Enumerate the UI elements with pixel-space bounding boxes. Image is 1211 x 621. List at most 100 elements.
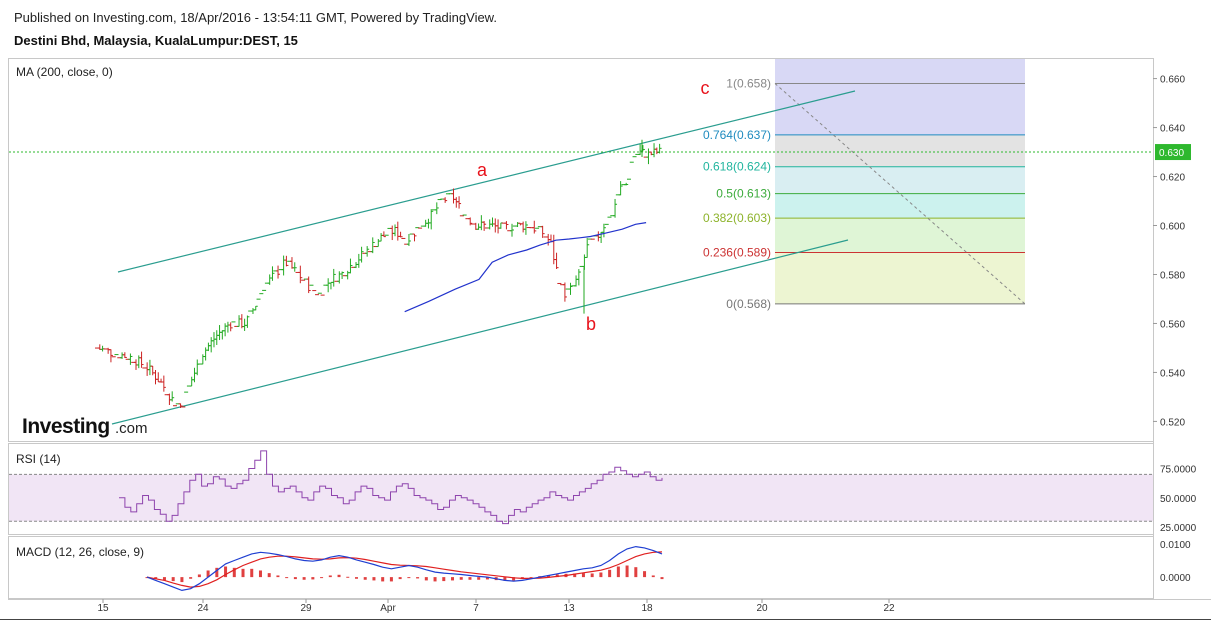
price-axis-label: 0.520 <box>1160 417 1185 428</box>
time-axis-label: 20 <box>756 603 768 614</box>
macd-histogram-bar <box>512 577 516 581</box>
macd-histogram-bar <box>433 577 437 582</box>
wave-label-a: a <box>477 160 488 180</box>
fib-zone <box>775 218 1025 253</box>
fib-level-label: 0.5(0.613) <box>716 187 771 201</box>
rsi-indicator: 75.0000 50.0000 25.0000 <box>9 450 1197 534</box>
macd-histogram-bar <box>573 573 577 578</box>
wave-label-b: b <box>586 314 596 334</box>
moving-average: a b c <box>404 78 710 334</box>
fib-zone <box>775 134 1025 167</box>
macd-histogram-bar <box>616 566 620 578</box>
macd-histogram-bar <box>232 567 236 578</box>
macd-histogram-bar <box>468 577 472 580</box>
macd-axis-label: 0.0000 <box>1160 573 1191 584</box>
published-caption: Published on Investing.com, 18/Apr/2016 … <box>14 10 497 25</box>
macd-histogram-bar <box>555 574 559 578</box>
macd-histogram-bar <box>337 574 341 578</box>
rsi-axis-label: 50.0000 <box>1160 494 1197 505</box>
price-axis-label: 0.600 <box>1160 222 1185 233</box>
fib-level-label: 0.618(0.624) <box>703 160 771 174</box>
price-axis-label: 0.620 <box>1160 173 1185 184</box>
macd-histogram-bar <box>320 577 324 579</box>
macd-histogram-bar <box>625 565 629 578</box>
rsi-axis-label: 75.0000 <box>1160 464 1197 475</box>
macd-histogram-bar <box>154 577 158 579</box>
rsi-line <box>119 450 663 525</box>
macd-histogram-bar <box>381 577 385 582</box>
channel-upper-line <box>117 90 856 273</box>
macd-histogram-bar <box>285 577 289 579</box>
macd-histogram-bar <box>459 577 463 580</box>
macd-histogram-bar <box>267 573 271 578</box>
fib-level-label: 1(0.658) <box>726 76 771 90</box>
macd-histogram-bar <box>424 577 428 581</box>
macd-histogram-bar <box>442 577 446 582</box>
macd-histogram-bar <box>485 577 489 580</box>
macd-histogram-bar <box>416 577 420 579</box>
macd-histogram-bar <box>651 575 655 578</box>
macd-signal-line <box>146 551 663 588</box>
time-axis-label: 7 <box>473 603 479 614</box>
macd-histogram-bar <box>206 570 210 578</box>
macd-indicator: 0.0100 0.0000 <box>145 540 1191 592</box>
macd-histogram-bar <box>346 576 350 578</box>
price-axis-label: 0.560 <box>1160 319 1185 330</box>
price-bars <box>95 139 662 409</box>
fib-level-label: 0.236(0.589) <box>703 245 771 259</box>
channel-lower-line <box>111 239 849 425</box>
macd-histogram-bar <box>608 569 612 578</box>
macd-histogram-bar <box>581 573 585 578</box>
macd-histogram-bar <box>180 577 184 583</box>
macd-histogram-bar <box>363 577 367 580</box>
macd-histogram-bar <box>189 577 193 579</box>
macd-histogram-bar <box>398 577 402 580</box>
fib-zone <box>775 252 1025 304</box>
price-axis-label: 0.580 <box>1160 270 1185 281</box>
macd-line <box>146 545 663 592</box>
rsi-axis-label: 25.0000 <box>1160 523 1197 534</box>
macd-histogram-bar <box>311 577 315 580</box>
macd-histogram-bar <box>407 577 411 579</box>
macd-histogram-bar <box>250 568 254 578</box>
logo-suffix: .com <box>115 420 148 437</box>
price-axis-label: 0.540 <box>1160 368 1185 379</box>
time-axis-label: 18 <box>641 603 653 614</box>
macd-histogram-bar <box>302 577 306 580</box>
macd-histogram-bar <box>590 573 594 578</box>
macd-histogram-bar <box>293 577 297 580</box>
macd-histogram-bar <box>354 577 358 579</box>
investing-logo: Investing .com <box>22 415 148 438</box>
fibonacci-retracement: 1(0.658) 0.764(0.637) 0.618(0.624) 0.5(0.61… <box>703 59 1026 311</box>
logo-brand: Investing <box>22 415 110 438</box>
price-axis-label: 0.640 <box>1160 124 1185 135</box>
fib-zone <box>775 83 1025 135</box>
time-axis-label: 24 <box>197 603 209 614</box>
time-axis: 15 24 29 Apr 7 13 18 20 22 <box>97 599 895 614</box>
price-axis-label: 0.660 <box>1160 75 1185 86</box>
macd-histogram-bar <box>328 575 332 578</box>
macd-histogram-bar <box>372 577 376 581</box>
symbol-title: Destini Bhd, Malaysia, KualaLumpur:DEST,… <box>14 33 298 48</box>
price-panel-title: MA (200, close, 0) <box>16 65 113 79</box>
macd-histogram-bar <box>643 571 647 578</box>
macd-histogram-bar <box>477 577 481 580</box>
ma-line <box>404 222 647 313</box>
macd-histogram-bar <box>599 572 603 578</box>
fib-zone-top <box>775 59 1025 84</box>
time-axis-label: 29 <box>300 603 312 614</box>
rsi-panel-title: RSI (14) <box>16 452 61 466</box>
macd-axis-label: 0.0100 <box>1160 540 1191 551</box>
fib-level-label: 0.382(0.603) <box>703 211 771 225</box>
macd-histogram-bar <box>258 570 262 578</box>
wave-label-c: c <box>701 78 710 98</box>
macd-histogram-bar <box>276 575 280 578</box>
price-axis: 0.660 0.640 0.620 0.600 0.580 0.560 0.540 0.520… <box>1153 75 1191 428</box>
macd-histogram-bar <box>197 574 201 578</box>
last-price-badge <box>1155 144 1191 161</box>
time-axis-label: Apr <box>380 603 396 614</box>
macd-histogram-bar <box>529 577 533 579</box>
macd-histogram-bar <box>660 577 664 580</box>
fib-level-label: 0.764(0.637) <box>703 128 771 142</box>
